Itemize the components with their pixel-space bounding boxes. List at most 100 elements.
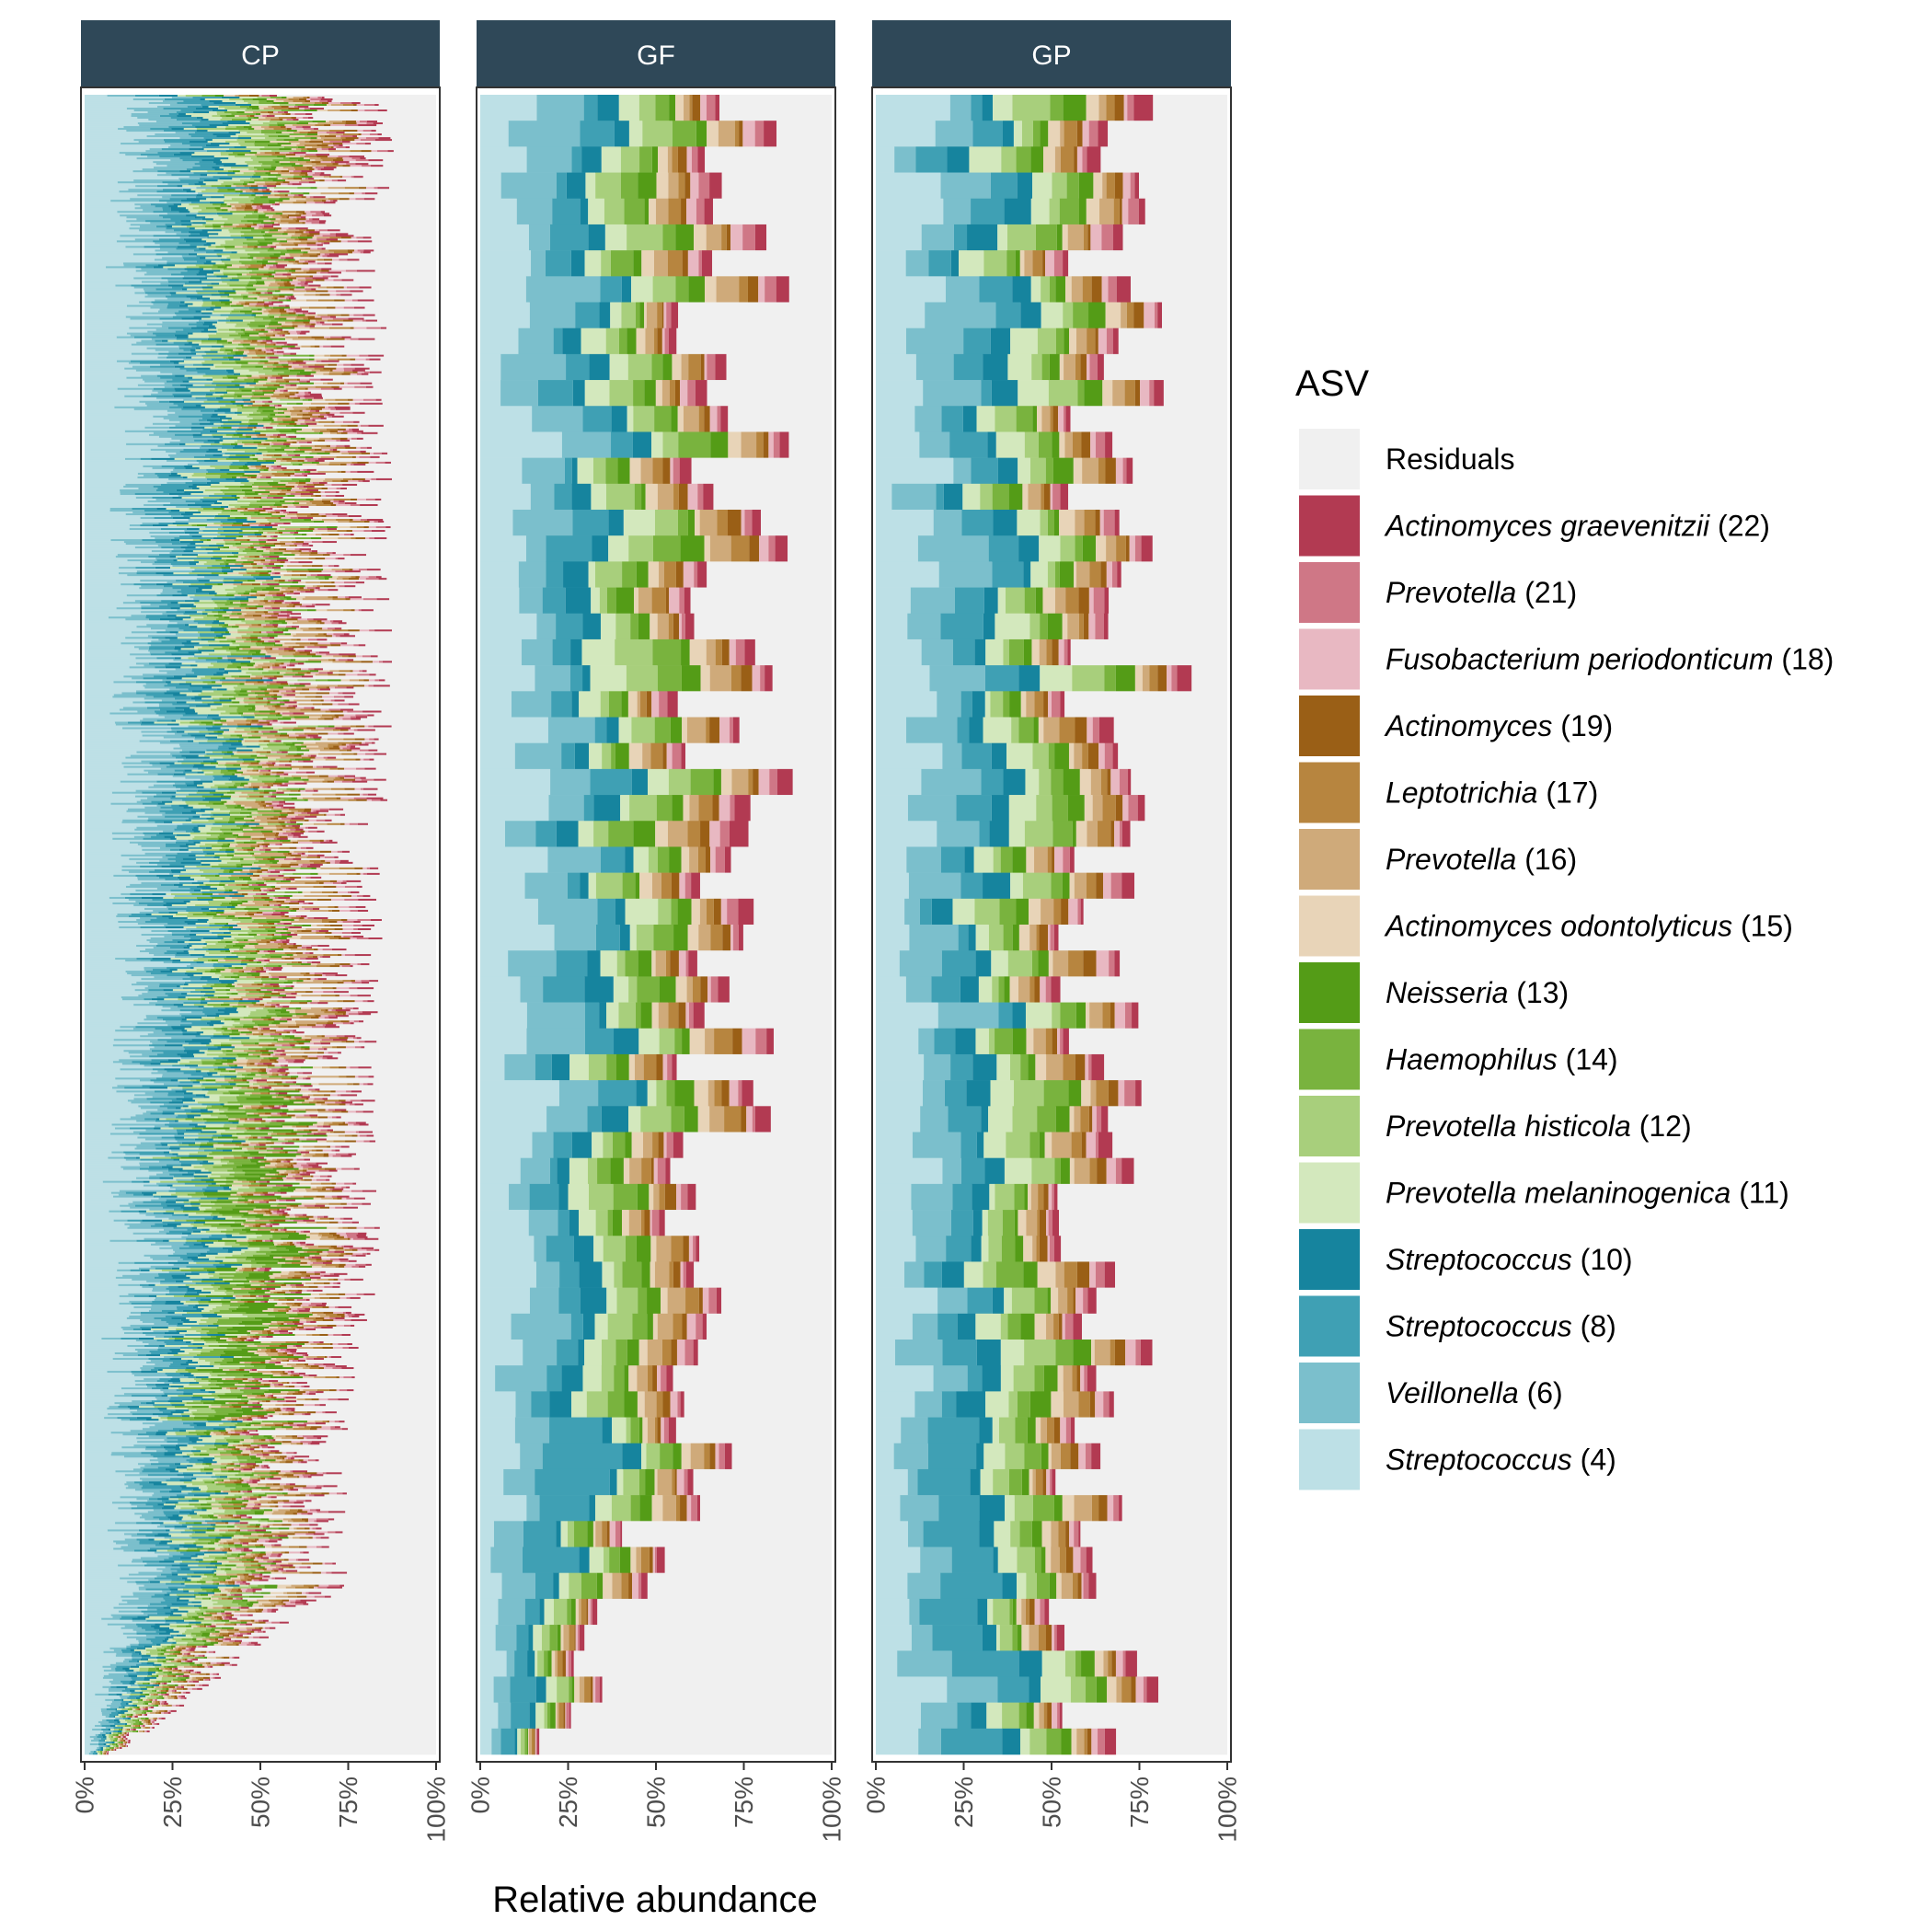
bar-segment-asv13 [228,648,240,650]
bar-segment-asv17 [328,176,340,178]
bar-segment-asv4 [85,104,170,107]
bar-segment-asv10 [227,519,247,522]
bar-segment-asv19 [308,570,322,573]
bar-segment-asv21 [312,481,319,485]
bar-segment-asv12 [245,161,259,164]
bar-segment-asv12 [204,384,216,386]
bar-segment-asv18 [305,213,316,215]
bar-segment-asv12 [254,319,271,322]
bar-segment-asv15 [313,498,323,501]
bar-segment-asv10 [157,264,176,267]
bar-segment-asv8 [159,214,187,217]
bar-segment-residuals [332,378,436,381]
bar-segment-asv15 [282,644,300,647]
bar-segment-asv17 [259,523,269,525]
bar-segment-asv19 [337,428,346,431]
bar-segment-asv4 [85,268,142,270]
bar-segment-asv15 [266,541,281,544]
bar-segment-asv11 [237,498,260,501]
bar-segment-asv8 [155,472,171,476]
bar-segment-asv15 [225,637,236,639]
bar-segment-asv19 [293,397,301,400]
bar-segment-asv17 [328,596,333,599]
bar-segment-asv21 [278,111,284,114]
bar-segment-asv19 [266,466,270,470]
bar-segment-asv14 [227,517,236,520]
bar-segment-asv14 [244,490,255,494]
bar-segment-asv14 [256,459,266,463]
bar-segment-asv21 [316,321,320,324]
bar-segment-asv18 [337,596,346,599]
bar-segment-asv12 [252,159,273,162]
bar-segment-asv21 [286,613,291,615]
bar-segment-asv18 [290,113,295,116]
bar-segment-asv13 [242,474,258,477]
bar-segment-asv21 [312,214,324,217]
bar-segment-asv19 [319,179,325,182]
bar-segment-asv18 [265,433,273,437]
bar-segment-asv15 [287,240,301,243]
bar-segment-asv21 [274,510,282,512]
bar-segment-asv11 [236,537,272,540]
bar-segment-asv16 [295,200,314,202]
bar-segment-asv14 [252,222,261,224]
bar-segment-asv11 [246,146,265,149]
bar-segment-asv18 [261,615,271,617]
bar-segment-asv6 [132,512,169,514]
bar-segment-asv12 [195,264,213,267]
bar-segment-asv11 [213,218,228,221]
bar-segment-asv15 [259,332,264,335]
bar-segment-asv13 [313,521,325,523]
bar-segment-asv4 [85,556,116,558]
bar-segment-asv21 [305,154,316,156]
bar-segment-asv8 [153,240,186,243]
bar-segment-asv17 [349,521,364,523]
bar-segment-asv6 [144,503,164,507]
bar-segment-asv19 [350,327,354,329]
bar-segment-asv15 [226,611,233,614]
bar-segment-residuals [374,270,436,272]
bar-segment-asv17 [306,483,315,487]
bar-segment-asv10 [201,159,221,162]
bar-segment-asv6 [123,541,156,544]
bar-segment-asv15 [293,293,305,296]
bar-segment-asv6 [124,367,180,370]
bar-segment-asv17 [274,662,282,665]
bar-segment-asv19 [309,141,324,144]
bar-segment-asv17 [264,362,274,364]
bar-segment-asv8 [169,406,184,409]
bar-segment-asv19 [293,604,303,606]
bar-segment-asv11 [267,187,274,190]
bar-segment-asv21 [290,492,301,496]
bar-segment-asv13 [252,312,262,315]
bar-segment-residuals [392,139,436,142]
bar-segment-asv22 [309,108,325,110]
bar-segment-asv6 [107,95,135,98]
bar-segment-asv21 [286,592,294,595]
bar-segment-asv10 [184,600,200,603]
bar-segment-asv6 [139,301,152,304]
bar-segment-residuals [317,128,436,131]
bar-segment-asv16 [258,485,273,489]
bar-segment-asv19 [262,404,270,408]
bar-segment-asv17 [333,251,349,254]
bar-segment-asv16 [268,284,280,287]
bar-segment-residuals [276,185,436,188]
bar-segment-asv6 [204,576,254,579]
bar-segment-asv4 [85,435,159,439]
bar-segment-asv18 [261,349,267,351]
bar-segment-asv17 [271,297,275,300]
bar-segment-asv14 [281,446,298,450]
bar-segment-asv10 [190,141,208,144]
bar-segment-asv22 [291,616,302,619]
bar-segment-residuals [327,481,436,485]
bar-segment-asv11 [198,561,207,564]
bar-segment-asv13 [262,391,274,395]
bar-segment-asv19 [247,539,250,542]
bar-segment-asv19 [287,214,302,217]
bar-segment-asv12 [279,104,295,107]
bar-segment-asv17 [245,301,258,304]
bar-segment-asv4 [85,332,127,335]
bar-segment-asv13 [243,126,252,129]
bar-segment-residuals [337,541,436,544]
